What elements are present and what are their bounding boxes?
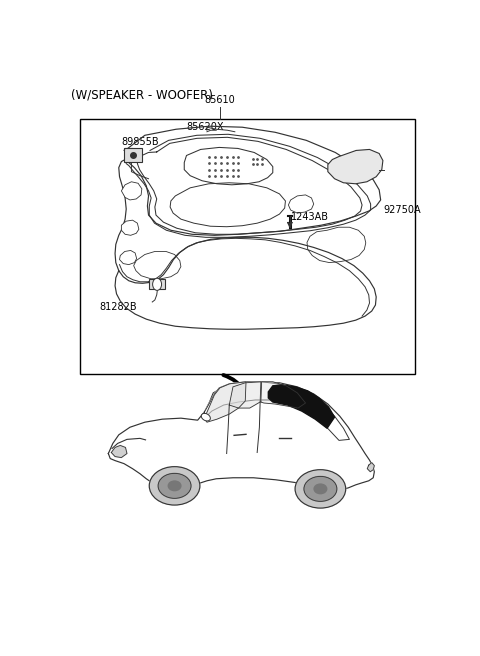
Text: 92750A: 92750A (384, 205, 421, 215)
Text: 81282B: 81282B (99, 302, 137, 312)
Bar (124, 148, 142, 161)
Ellipse shape (158, 474, 191, 499)
Polygon shape (367, 462, 374, 472)
Bar (81, 119, 415, 374)
Ellipse shape (168, 481, 181, 491)
Ellipse shape (304, 476, 337, 501)
Polygon shape (120, 251, 137, 264)
Text: (W/SPEAKER - WOOFER): (W/SPEAKER - WOOFER) (71, 89, 213, 102)
Bar (149, 279, 165, 289)
Text: 85620X: 85620X (186, 122, 224, 132)
Text: 1243AB: 1243AB (290, 212, 329, 222)
Ellipse shape (314, 484, 327, 494)
Ellipse shape (149, 466, 200, 505)
Polygon shape (204, 382, 246, 422)
Polygon shape (108, 382, 374, 491)
Text: 85610: 85610 (204, 95, 235, 105)
Text: 89855B: 89855B (121, 137, 159, 147)
Ellipse shape (295, 470, 346, 508)
Polygon shape (204, 382, 349, 440)
Polygon shape (229, 382, 261, 408)
Ellipse shape (201, 413, 210, 421)
Polygon shape (261, 382, 305, 408)
Polygon shape (328, 150, 383, 184)
Polygon shape (121, 220, 139, 236)
Polygon shape (111, 445, 127, 458)
Circle shape (153, 278, 162, 291)
Polygon shape (121, 182, 142, 200)
Polygon shape (268, 385, 335, 428)
Polygon shape (288, 222, 292, 227)
